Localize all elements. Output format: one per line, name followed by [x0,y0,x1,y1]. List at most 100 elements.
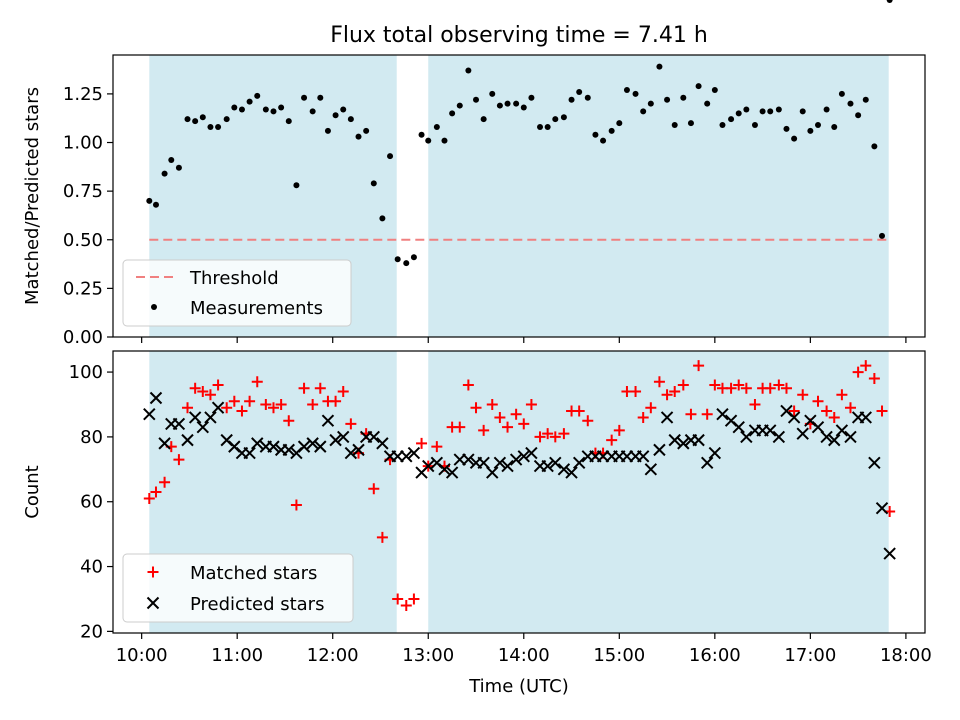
matched-star-point [876,405,888,417]
measurement-point [520,104,527,111]
predicted-star-point [204,411,217,424]
predicted-star-point [875,501,889,515]
matched-star-point [534,431,546,443]
matched-star-point [228,395,240,407]
predicted-star-point [883,547,896,560]
matched-star-point [182,402,194,414]
measurement-point [301,94,308,101]
measurement-point [456,102,463,109]
legend-measurements-swatch [151,304,157,310]
ratio-legend: Threshold Measurements [122,259,352,327]
matched-star-point [645,402,657,414]
matched-star-point [275,398,287,410]
predicted-star-point [376,437,389,450]
matched-star-point [788,405,800,417]
matched-star-point [408,593,420,605]
predicted-star-point [716,407,729,421]
ratio-x-axis-ticks [141,337,907,343]
measurement-point [568,96,575,103]
measurement-point [847,100,854,107]
measurement-point [175,164,182,171]
matched-star-point [558,428,570,440]
measurement-point [592,131,599,138]
matched-star-point [159,476,171,488]
measurement-point [528,94,535,101]
measurement-point [425,137,432,144]
measurement-point [823,106,830,113]
measurement-point [161,170,168,177]
observing-window-shading [149,55,889,337]
y-tick-label: 0.75 [63,181,103,202]
measurement-point [751,122,758,129]
matched-star-point [236,405,248,417]
measurement-point [775,106,782,113]
y-tick-label: 20 [80,621,103,642]
measurement-point [496,102,503,109]
legend-box [122,259,352,327]
predicted-star-point [501,459,514,473]
count-y-axis-label: Count [22,465,43,518]
matched-star-point [251,376,263,388]
measurement-point [387,153,394,160]
matched-star-point [314,382,326,394]
matched-star-point [669,386,681,398]
measurement-point [238,106,245,113]
ratio-y-axis-label: Matched/Predicted stars [22,87,43,305]
predicted-star-point [493,456,507,470]
matched-star-point [525,398,537,410]
matched-star-point [454,421,466,433]
measurement-point [403,260,410,267]
measurement-point [418,131,425,138]
matched-star-point [431,441,443,453]
legend-threshold-label: Threshold [189,268,279,289]
predicted-star-point [188,411,202,424]
predicted-star-point [700,456,714,470]
measurement-point [704,100,711,107]
count-x-axis-ticks: 10:00 11:00 12:00 13:00 14:00 15:00 16:00 17:00… [116,633,932,666]
measurement-point [184,116,191,123]
measurement-point [410,254,417,261]
measurement-point [862,96,869,103]
matched-star-point [836,389,848,401]
predicted-star-point [764,424,777,437]
count-panel: 20 40 60 80 100 10:00 11:00 12:00 13:00 14:00 15:… [22,350,932,666]
measurement-point [317,94,324,101]
measurement-point [838,90,845,97]
legend-matched-label: Matched stars [190,563,317,584]
measurement-point [680,94,687,101]
predicted-star-point [243,446,256,460]
measurement-point [743,106,750,113]
matched-star-point [470,402,482,414]
predicted-star-point [692,433,705,447]
matched-star-point [392,593,404,605]
matched-star-point [582,415,594,427]
matched-star-point [212,379,224,391]
matched-star-point [868,373,880,385]
measurement-point [687,120,694,127]
measurement-point [504,100,511,107]
measurement-point [552,116,559,123]
predicted-star-point [572,456,586,470]
measurement-point [831,123,838,130]
matched-star-point [637,411,649,423]
ratio-panel: 0.00 0.25 0.50 0.75 1.00 1.25 Matched/Predict… [22,0,926,348]
predicted-star-point [787,411,801,424]
predicted-star-point [486,466,499,479]
y-tick-label: 0.00 [63,327,103,348]
x-tick-label: 12:00 [307,645,359,666]
legend-measurements-label: Measurements [190,298,323,319]
matched-star-point [852,366,864,378]
measurement-point [207,123,214,130]
predicted-star-point [282,443,295,457]
x-tick-label: 15:00 [593,645,645,666]
predicted-star-point [859,411,872,424]
predicted-star-point [708,446,722,460]
measurement-point [231,104,238,111]
predicted-star-point [251,437,264,450]
count-plot-frame [112,350,926,634]
matched-star-point [549,431,561,443]
matched-star-point [197,386,209,398]
measurement-point [394,256,401,263]
measurement-point [664,96,671,103]
measurement-point [783,125,790,132]
